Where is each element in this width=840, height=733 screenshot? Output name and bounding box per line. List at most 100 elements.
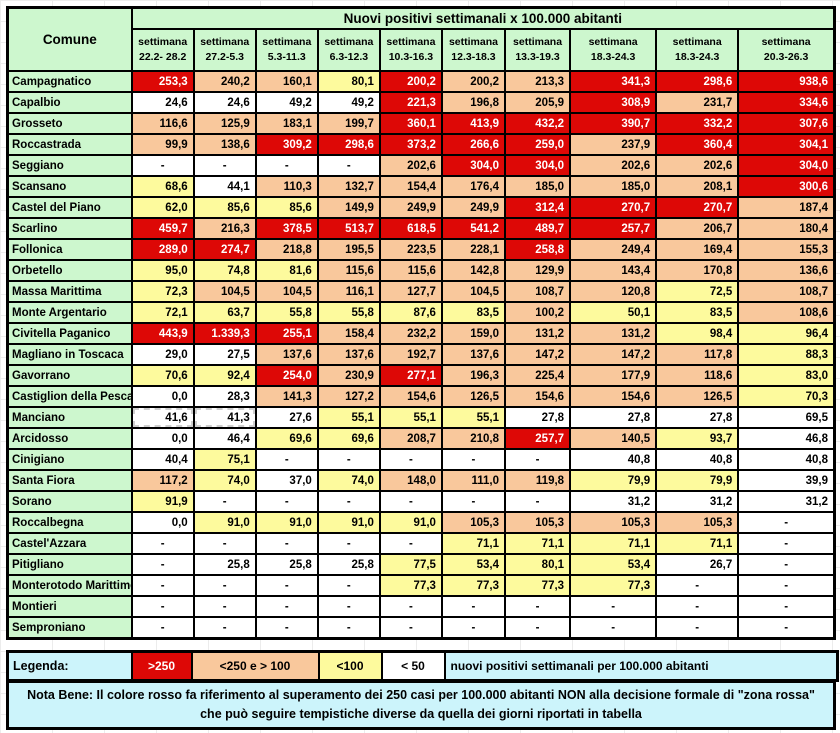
value-cell[interactable]: 74,0 <box>192 469 257 492</box>
value-cell[interactable]: 117,2 <box>130 469 195 492</box>
value-cell[interactable]: - <box>316 154 381 177</box>
value-cell[interactable]: 304,0 <box>503 154 572 177</box>
value-cell[interactable]: 77,3 <box>569 574 658 597</box>
value-cell[interactable]: 304,0 <box>737 154 836 177</box>
value-cell[interactable]: 489,7 <box>503 217 572 240</box>
value-cell[interactable]: - <box>378 448 443 471</box>
value-cell[interactable]: 80,1 <box>503 553 572 576</box>
value-cell[interactable]: 85,6 <box>192 196 257 219</box>
value-cell[interactable]: 24,6 <box>192 91 257 114</box>
value-cell[interactable]: 255,1 <box>254 322 319 345</box>
value-cell[interactable]: 105,3 <box>655 511 740 534</box>
comune-cell[interactable]: Massa Marittima <box>6 280 133 303</box>
value-cell[interactable]: 108,7 <box>503 280 572 303</box>
value-cell[interactable]: 72,3 <box>130 280 195 303</box>
value-cell[interactable]: 118,6 <box>655 364 740 387</box>
value-cell[interactable]: 100,2 <box>503 301 572 324</box>
week-header[interactable]: settimana 5.3-11.3 <box>254 28 319 72</box>
comune-cell[interactable]: Scarlino <box>6 217 133 240</box>
comune-cell[interactable]: Cinigiano <box>6 448 133 471</box>
value-cell[interactable]: 137,6 <box>254 343 319 366</box>
value-cell[interactable]: 127,7 <box>378 280 443 303</box>
value-cell[interactable]: 202,6 <box>655 154 740 177</box>
value-cell[interactable]: 154,6 <box>569 385 658 408</box>
value-cell[interactable]: 75,1 <box>192 448 257 471</box>
value-cell[interactable]: - <box>254 532 319 555</box>
value-cell[interactable]: 71,1 <box>440 532 507 555</box>
value-cell[interactable]: 91,0 <box>378 511 443 534</box>
value-cell[interactable]: 49,2 <box>254 91 319 114</box>
comune-cell[interactable]: Follonica <box>6 238 133 261</box>
value-cell[interactable]: 185,0 <box>503 175 572 198</box>
value-cell[interactable]: 155,3 <box>737 238 836 261</box>
value-cell[interactable]: 83,5 <box>440 301 507 324</box>
value-cell[interactable]: 187,4 <box>737 196 836 219</box>
value-cell[interactable]: - <box>316 448 381 471</box>
value-cell[interactable]: 154,6 <box>503 385 572 408</box>
value-cell[interactable]: 341,3 <box>569 70 658 93</box>
value-cell[interactable]: 158,4 <box>316 322 381 345</box>
value-cell[interactable]: - <box>316 595 381 618</box>
value-cell[interactable]: 129,9 <box>503 259 572 282</box>
value-cell[interactable]: 378,5 <box>254 217 319 240</box>
value-cell[interactable]: 27,8 <box>569 406 658 429</box>
value-cell[interactable]: - <box>254 154 319 177</box>
value-cell[interactable]: 72,1 <box>130 301 195 324</box>
value-cell[interactable]: 126,5 <box>655 385 740 408</box>
value-cell[interactable]: - <box>130 574 195 597</box>
value-cell[interactable]: 147,2 <box>503 343 572 366</box>
value-cell[interactable]: - <box>655 595 740 618</box>
value-cell[interactable]: - <box>316 574 381 597</box>
value-cell[interactable]: 72,5 <box>655 280 740 303</box>
value-cell[interactable]: 143,4 <box>569 259 658 282</box>
value-cell[interactable]: 277,1 <box>378 364 443 387</box>
value-cell[interactable]: 77,3 <box>378 574 443 597</box>
value-cell[interactable]: 142,8 <box>440 259 507 282</box>
value-cell[interactable]: 213,3 <box>503 70 572 93</box>
value-cell[interactable]: 53,4 <box>440 553 507 576</box>
value-cell[interactable]: - <box>192 595 257 618</box>
value-cell[interactable]: - <box>378 616 443 640</box>
value-cell[interactable]: 228,1 <box>440 238 507 261</box>
comune-cell[interactable]: Roccastrada <box>6 133 133 156</box>
value-cell[interactable]: 88,3 <box>737 343 836 366</box>
value-cell[interactable]: - <box>316 532 381 555</box>
comune-cell[interactable]: Capalbio <box>6 91 133 114</box>
value-cell[interactable]: 225,4 <box>503 364 572 387</box>
value-cell[interactable]: 46,4 <box>192 427 257 450</box>
value-cell[interactable]: 196,3 <box>440 364 507 387</box>
week-header[interactable]: settimana 18.3-24.3 <box>655 28 740 72</box>
value-cell[interactable]: - <box>503 490 572 513</box>
value-cell[interactable]: 140,5 <box>569 427 658 450</box>
value-cell[interactable]: 231,7 <box>655 91 740 114</box>
value-cell[interactable]: - <box>130 154 195 177</box>
comune-cell[interactable]: Gavorrano <box>6 364 133 387</box>
value-cell[interactable]: 309,2 <box>254 133 319 156</box>
value-cell[interactable]: 304,0 <box>440 154 507 177</box>
value-cell[interactable]: 210,8 <box>440 427 507 450</box>
value-cell[interactable]: 208,1 <box>655 175 740 198</box>
value-cell[interactable]: 46,8 <box>737 427 836 450</box>
value-cell[interactable]: 132,7 <box>316 175 381 198</box>
comune-cell[interactable]: Castiglion della Pescaia <box>6 385 133 408</box>
value-cell[interactable]: 71,1 <box>655 532 740 555</box>
value-cell[interactable]: 254,0 <box>254 364 319 387</box>
comune-cell[interactable]: Scansano <box>6 175 133 198</box>
value-cell[interactable]: 195,5 <box>316 238 381 261</box>
value-cell[interactable]: 99,9 <box>130 133 195 156</box>
value-cell[interactable]: 205,9 <box>503 91 572 114</box>
value-cell[interactable]: 266,6 <box>440 133 507 156</box>
comune-cell[interactable]: Pitigliano <box>6 553 133 576</box>
value-cell[interactable]: 71,1 <box>503 532 572 555</box>
value-cell[interactable]: 312,4 <box>503 196 572 219</box>
value-cell[interactable]: 80,1 <box>316 70 381 93</box>
value-cell[interactable]: - <box>737 574 836 597</box>
value-cell[interactable]: - <box>192 154 257 177</box>
value-cell[interactable]: 141,3 <box>254 385 319 408</box>
value-cell[interactable]: 237,9 <box>569 133 658 156</box>
week-header[interactable]: settimana 18.3-24.3 <box>569 28 658 72</box>
value-cell[interactable]: 50,1 <box>569 301 658 324</box>
value-cell[interactable]: - <box>655 574 740 597</box>
value-cell[interactable]: 137,6 <box>440 343 507 366</box>
comune-cell[interactable]: Roccalbegna <box>6 511 133 534</box>
